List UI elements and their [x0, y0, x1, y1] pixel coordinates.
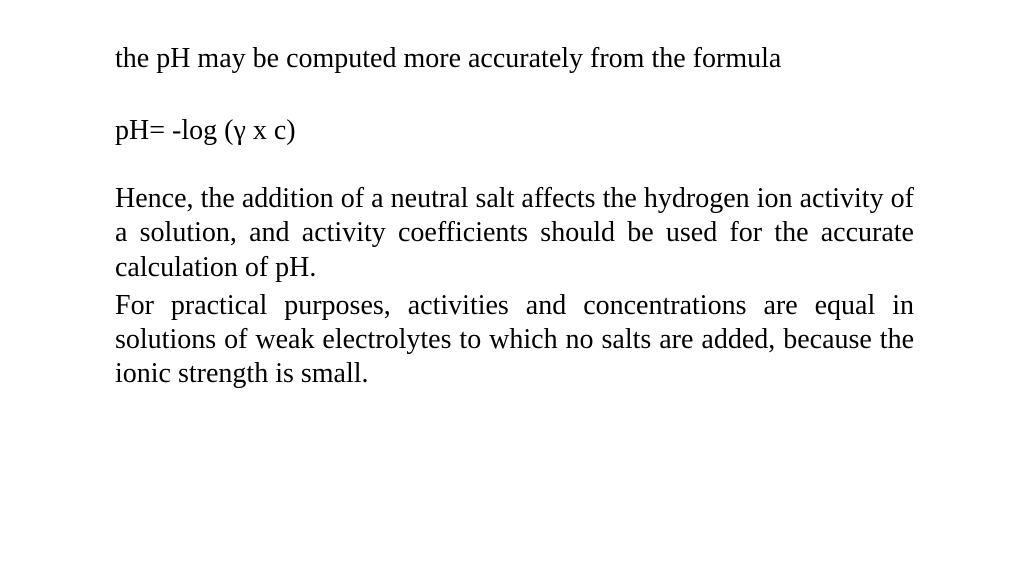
paragraph-intro: the pH may be computed more accurately f… [115, 42, 914, 76]
spacer [115, 148, 914, 182]
paragraph-hence: Hence, the addition of a neutral salt af… [115, 182, 914, 284]
paragraph-practical: For practical purposes, activities and c… [115, 289, 914, 391]
spacer [115, 76, 914, 114]
ph-formula: pH= -log (γ x c) [115, 114, 914, 148]
